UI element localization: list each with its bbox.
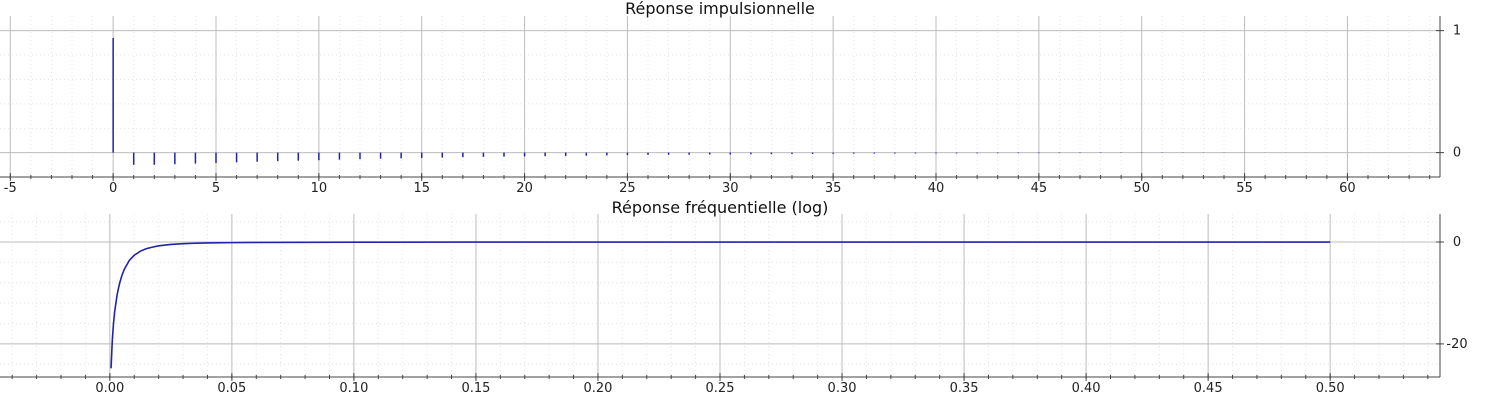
x-tick-label: 0.00 xyxy=(95,381,124,396)
x-tick-label: 0.35 xyxy=(950,381,979,396)
x-tick-label: 0.05 xyxy=(217,381,246,396)
x-tick-label: 55 xyxy=(1236,181,1253,196)
x-tick-label: 0.30 xyxy=(828,381,857,396)
x-tick-label: 5 xyxy=(212,181,220,196)
x-tick-label: 0.50 xyxy=(1316,381,1345,396)
y-tick-label: -20 xyxy=(1446,337,1467,352)
chart-panel-2: 0.00 0.05 0.10 0.15 0.20 0.25 0.30 0.35 0.40 0.45… xyxy=(0,198,1468,396)
x-tick-label: 45 xyxy=(1031,181,1048,196)
x-tick-label: 60 xyxy=(1339,181,1356,196)
chart-title: Réponse impulsionnelle xyxy=(625,0,815,18)
x-tick-label: 0 xyxy=(109,181,117,196)
chart-title: Réponse fréquentielle (log) xyxy=(612,198,829,217)
x-tick-label: 0.10 xyxy=(339,381,368,396)
x-tick-label: 0.20 xyxy=(583,381,612,396)
x-tick-label: 35 xyxy=(825,181,842,196)
chart-panel-1: -5 0 5 10 15 20 25 30 35 40 45 50 55 60 0 1 Réponse impu… xyxy=(0,0,1461,196)
x-tick-label: 0.40 xyxy=(1072,381,1101,396)
x-tick-label: 25 xyxy=(619,181,636,196)
series-line xyxy=(110,241,1331,369)
x-tick-label: 0.45 xyxy=(1194,381,1223,396)
y-tick-label: 0 xyxy=(1453,235,1461,250)
x-tick-label: 0.25 xyxy=(706,381,735,396)
x-tick-label: 20 xyxy=(516,181,533,196)
x-tick-label: 50 xyxy=(1133,181,1150,196)
x-tick-label: 40 xyxy=(928,181,945,196)
y-tick-label: 1 xyxy=(1453,24,1461,39)
x-tick-label: 0.15 xyxy=(461,381,490,396)
x-tick-label: -5 xyxy=(4,181,17,196)
y-tick-label: 0 xyxy=(1453,146,1461,161)
x-tick-label: 10 xyxy=(311,181,328,196)
x-tick-label: 30 xyxy=(722,181,739,196)
x-tick-label: 15 xyxy=(413,181,430,196)
